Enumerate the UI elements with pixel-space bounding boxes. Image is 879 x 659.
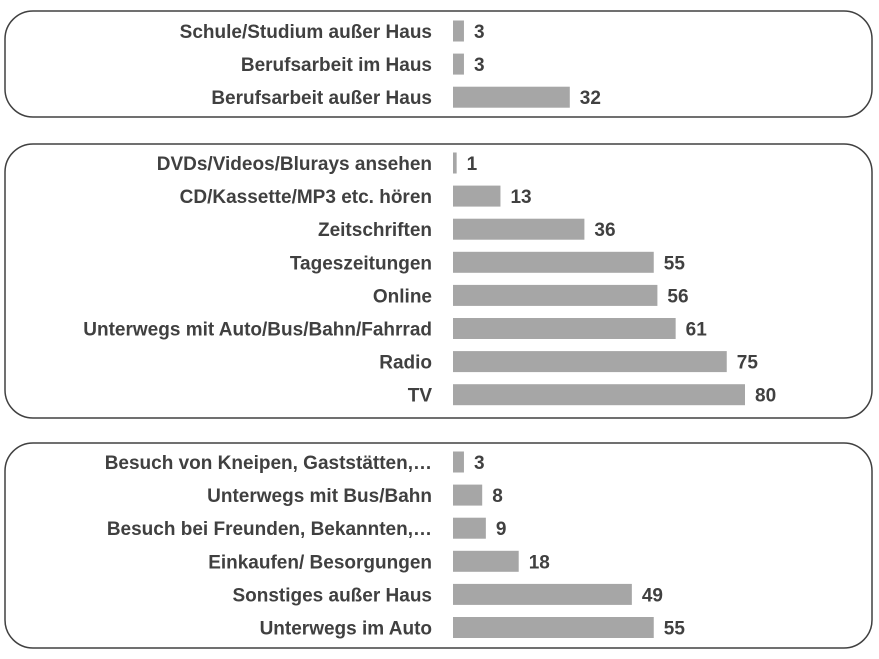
category-label: Online: [373, 286, 432, 307]
chart-group-2: DVDs/Videos/Blurays ansehen 1 CD/Kassette/…: [4, 143, 873, 419]
data-label: 9: [496, 519, 507, 540]
bar: [453, 550, 519, 572]
data-label: 1: [467, 154, 478, 175]
bar: [453, 351, 727, 373]
category-label: CD/Kassette/MP3 etc. hören: [180, 187, 432, 208]
group-frame: [4, 143, 873, 419]
chart-group-3: Besuch von Kneipen, Gaststätten,… 3 Unterw…: [4, 442, 873, 649]
data-label: 49: [642, 585, 663, 606]
category-label: Besuch von Kneipen, Gaststätten,…: [105, 453, 432, 474]
data-label: 36: [594, 220, 615, 241]
bar: [453, 251, 654, 273]
category-label: Berufsarbeit im Haus: [241, 55, 432, 76]
data-label: 13: [510, 187, 531, 208]
category-label: Schule/Studium außer Haus: [180, 22, 432, 43]
category-label: Berufsarbeit außer Haus: [211, 88, 432, 109]
category-label: Unterwegs mit Auto/Bus/Bahn/Fahrrad: [83, 320, 432, 341]
data-label: 8: [492, 486, 503, 507]
data-label: 56: [667, 286, 688, 307]
category-label: Sonstiges außer Haus: [232, 585, 432, 606]
group-frame: [4, 442, 873, 649]
data-label: 61: [686, 320, 708, 341]
bar: [453, 384, 745, 406]
data-label: 80: [755, 386, 776, 407]
data-label: 18: [529, 552, 550, 573]
bar: [453, 185, 501, 207]
data-label: 32: [580, 88, 601, 109]
bar: [453, 583, 632, 605]
data-label: 55: [664, 619, 686, 640]
chart-group-1: Schule/Studium außer Haus 3 Berufsarbeit i…: [4, 10, 873, 118]
bar: [453, 218, 585, 240]
category-label: Einkaufen/ Besorgungen: [208, 552, 432, 573]
category-label: Unterwegs im Auto: [260, 619, 432, 640]
category-label: Tageszeitungen: [290, 253, 432, 274]
category-label: Radio: [379, 353, 432, 374]
bar: [453, 86, 570, 108]
category-label: Besuch bei Freunden, Bekannten,…: [107, 519, 432, 540]
category-label: DVDs/Videos/Blurays ansehen: [157, 154, 432, 175]
bar: [453, 152, 457, 174]
bar: [453, 53, 464, 75]
group-frame: [4, 10, 873, 118]
category-label: Zeitschriften: [318, 220, 432, 241]
bar: [453, 484, 483, 506]
bar: [453, 517, 486, 539]
data-label: 3: [474, 22, 485, 43]
data-label: 3: [474, 453, 485, 474]
bar: [453, 318, 676, 339]
category-label: Unterwegs mit Bus/Bahn: [207, 486, 432, 507]
category-label: TV: [408, 386, 433, 407]
bar: [453, 451, 464, 473]
bar: [453, 284, 658, 306]
data-label: 3: [474, 55, 485, 76]
bar: [453, 617, 654, 638]
data-label: 55: [664, 253, 686, 274]
bar: [453, 20, 464, 42]
data-label: 75: [737, 353, 759, 374]
